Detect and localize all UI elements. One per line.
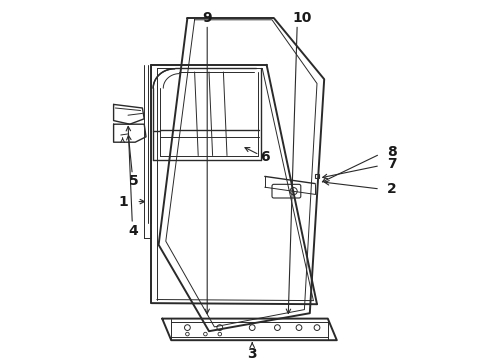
Text: 4: 4 bbox=[128, 224, 138, 238]
Text: 6: 6 bbox=[260, 150, 270, 163]
FancyBboxPatch shape bbox=[272, 184, 301, 198]
Text: 9: 9 bbox=[202, 11, 212, 25]
Text: 7: 7 bbox=[387, 157, 397, 171]
Text: 10: 10 bbox=[293, 11, 312, 25]
Text: 5: 5 bbox=[128, 174, 138, 188]
Text: 2: 2 bbox=[387, 182, 397, 196]
Text: 1: 1 bbox=[118, 195, 128, 208]
Text: 8: 8 bbox=[387, 145, 397, 159]
Text: 3: 3 bbox=[247, 347, 257, 360]
